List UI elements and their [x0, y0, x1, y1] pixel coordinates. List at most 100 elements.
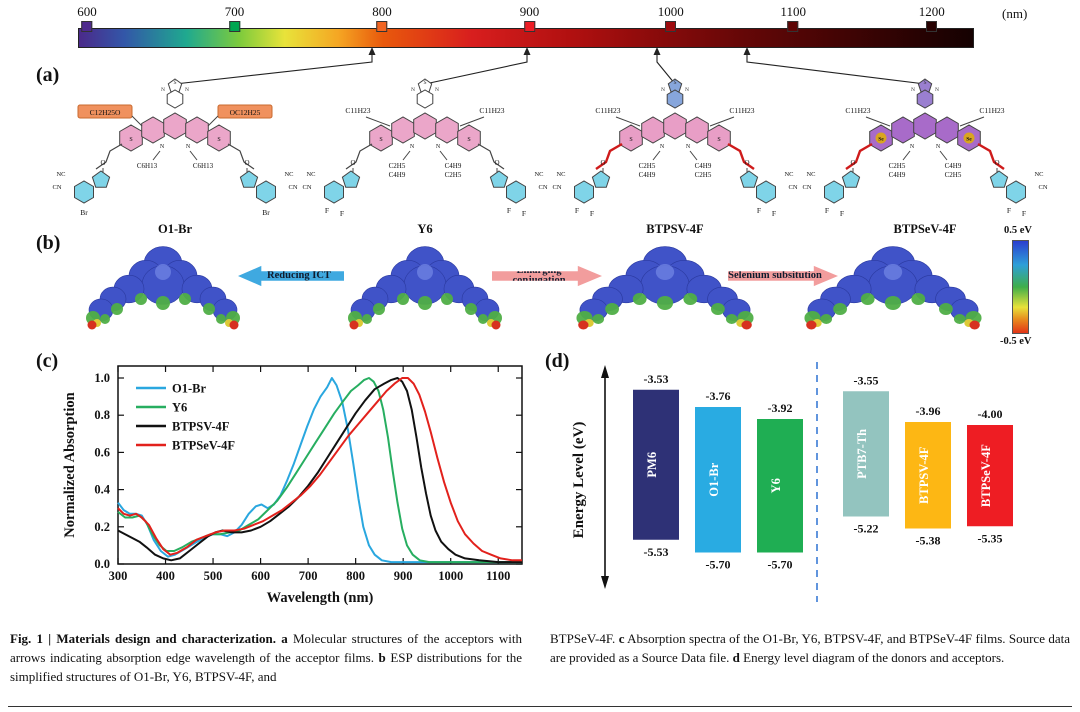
wavelength-tick-swatch	[81, 21, 93, 32]
y-axis-label: Normalized Absorption	[62, 392, 78, 537]
caption-segment: Molecular structures of the acceptors wi…	[10, 631, 522, 665]
edge-arrow-BTPSeV-4F	[746, 52, 926, 85]
svg-text:1100: 1100	[486, 569, 510, 583]
svg-text:CN: CN	[788, 184, 797, 191]
svg-text:C6H13: C6H13	[137, 162, 158, 170]
caption-segment: BTPSeV-4F.	[550, 631, 619, 646]
wavelength-tick-swatch	[665, 21, 677, 32]
panel-a-label: (a)	[36, 64, 60, 86]
vinyl-linker	[95, 143, 123, 170]
esp-colorbar-top-label: 0.5 eV	[1004, 225, 1032, 236]
bottom-rule	[8, 706, 1072, 707]
svg-text:1.0: 1.0	[94, 371, 110, 385]
wavelength-tick-label: 1000	[657, 4, 684, 19]
legend-label-BTPSeV-4F: BTPSeV-4F	[172, 439, 235, 453]
bar-name-Y6: Y6	[769, 478, 783, 493]
panel-b-esp: (b) Reducing ICT Enlarging conjugation S…	[0, 225, 1080, 348]
svg-text:N: N	[660, 144, 665, 150]
svg-text:C12H25O: C12H25O	[90, 108, 121, 117]
esp-surface-BTPSeV-4F	[804, 246, 982, 330]
svg-text:C11H23: C11H23	[729, 106, 754, 115]
edge-arrow-Y6	[424, 52, 528, 85]
svg-text:CN: CN	[288, 184, 297, 191]
energy-level-diagram: Energy Level (eV) -3.53 -5.53 PM6 -3.76 -5.70…	[571, 362, 1013, 602]
molecule-O1-Br: S N N S S N N C6H13 C6H13 C12H25O OC12H25 O NC CN Br O N…	[52, 78, 298, 236]
svg-text:N: N	[185, 87, 189, 93]
svg-text:CN: CN	[52, 184, 61, 191]
svg-text:O: O	[100, 159, 105, 167]
svg-text:F: F	[590, 209, 594, 218]
svg-text:F: F	[757, 206, 761, 215]
svg-text:0.6: 0.6	[94, 445, 110, 459]
svg-text:N: N	[411, 87, 415, 93]
svg-text:800: 800	[346, 569, 365, 583]
energy-bar-Y6	[757, 419, 803, 553]
caption-left-column: Fig. 1 | Materials design and characteri…	[10, 630, 522, 687]
vinyl-linker	[595, 142, 623, 170]
svg-text:C4H9: C4H9	[889, 171, 906, 179]
svg-text:N: N	[436, 144, 441, 150]
legend-label-BTPSV-4F: BTPSV-4F	[172, 420, 230, 434]
svg-text:N: N	[160, 144, 165, 150]
svg-text:C6H13: C6H13	[193, 162, 214, 170]
svg-text:C2H5: C2H5	[695, 171, 712, 179]
svg-text:400: 400	[156, 569, 175, 583]
wavelength-tick-1000: 1000	[658, 4, 684, 32]
energy-bar-PM6	[633, 389, 679, 540]
wavelength-tick-label: 600	[77, 4, 97, 19]
svg-text:Se: Se	[878, 137, 884, 143]
svg-text:F: F	[325, 206, 329, 215]
homo-value-O1-Br: -5.70	[706, 558, 731, 572]
energy-bar-BTPSeV-4F	[967, 425, 1013, 527]
panel-a-molecules: (a) S N N S S N N C6H13 C6H13 C12H25O OC12H25 O NC CN…	[0, 62, 1080, 236]
svg-text:N: N	[685, 87, 689, 93]
edge-arrow-O1-Br	[174, 52, 373, 85]
svg-text:Br: Br	[262, 208, 270, 217]
esp-surface-Y6	[348, 246, 502, 330]
svg-text:S: S	[717, 137, 720, 143]
wavelength-tick-swatch	[787, 21, 799, 32]
svg-text:F: F	[340, 209, 344, 218]
svg-text:S: S	[629, 137, 632, 143]
svg-text:F: F	[1007, 206, 1011, 215]
wavelength-tick-swatch	[228, 21, 240, 32]
lumo-value-PTB7-Th: -3.55	[854, 373, 879, 387]
x-axis-label: Wavelength (nm)	[267, 590, 374, 606]
absorption-edge-arrows	[174, 47, 926, 85]
figure-caption: Fig. 1 | Materials design and characteri…	[0, 630, 1080, 700]
esp-surfaces	[86, 246, 982, 330]
svg-text:O: O	[850, 159, 855, 167]
edge-arrow-BTPSV-4F	[656, 52, 676, 85]
svg-text:300: 300	[109, 569, 128, 583]
vinyl-linker	[345, 143, 373, 170]
svg-text:C2H5: C2H5	[945, 171, 962, 179]
svg-text:C2H5: C2H5	[445, 171, 462, 179]
svg-text:0.0: 0.0	[94, 557, 110, 571]
svg-text:F: F	[507, 206, 511, 215]
molecule-name: BTPSeV-4F	[894, 222, 957, 236]
wavelength-tick-1100: 1100	[780, 4, 806, 32]
arrow-selenium-substitution-label: Selenium subsitution	[728, 269, 822, 281]
svg-text:F: F	[1022, 209, 1026, 218]
caption-bold-segment: c	[618, 631, 625, 646]
svg-text:N: N	[661, 87, 665, 93]
caption-bold-segment: Fig. 1 | Materials design and characteri…	[10, 631, 282, 646]
svg-text:N: N	[186, 144, 191, 150]
bar-name-BTPSV-4F: BTPSV-4F	[917, 446, 931, 504]
svg-text:CN: CN	[302, 184, 311, 191]
svg-text:C4H9: C4H9	[639, 171, 656, 179]
svg-text:NC: NC	[306, 171, 315, 178]
esp-colorbar-bottom-label: -0.5 eV	[1000, 336, 1032, 347]
panel-b-label: (b)	[36, 232, 61, 254]
absorption-curve-Y6	[117, 377, 522, 564]
panel-d-energy-levels: (d) Energy Level (eV) -3.53 -5.53 PM6 -3.76 -…	[545, 348, 1080, 620]
svg-text:NC: NC	[534, 171, 543, 178]
svg-text:C4H9: C4H9	[945, 162, 962, 170]
bar-name-PTB7-Th: PTB7-Th	[855, 429, 869, 479]
plot-frame	[117, 365, 523, 565]
absorption-curve-BTPSV-4F	[117, 377, 522, 564]
svg-text:C4H9: C4H9	[445, 162, 462, 170]
wavelength-tick-label: 700	[224, 4, 245, 19]
